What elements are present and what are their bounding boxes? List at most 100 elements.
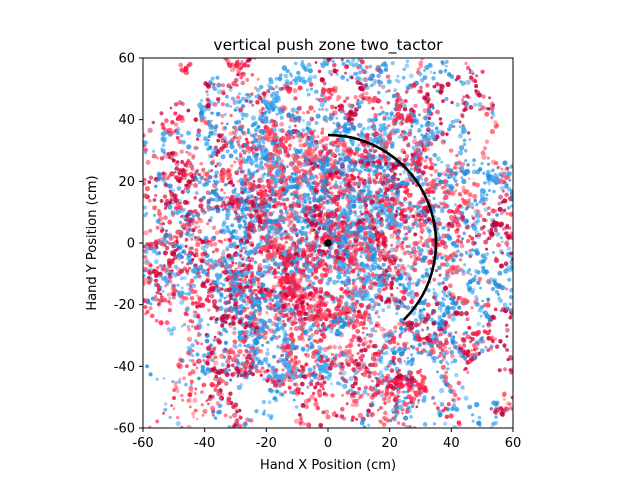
data-point — [475, 209, 481, 215]
data-point — [167, 127, 173, 133]
data-point — [207, 308, 211, 312]
data-point — [339, 157, 343, 161]
data-point — [183, 276, 187, 280]
data-point — [188, 358, 192, 362]
data-point — [244, 99, 249, 103]
data-point — [432, 196, 436, 201]
data-point — [364, 288, 368, 292]
data-point — [171, 328, 174, 332]
data-point — [485, 169, 491, 175]
data-point — [321, 387, 325, 391]
data-point — [170, 287, 174, 291]
data-point — [389, 111, 394, 116]
data-point — [211, 84, 216, 89]
data-point — [275, 120, 278, 124]
data-point — [493, 307, 498, 312]
data-point — [450, 316, 456, 322]
data-point — [318, 307, 323, 313]
data-point — [443, 69, 447, 74]
data-point — [436, 221, 443, 227]
data-point — [338, 371, 343, 376]
data-point — [472, 343, 477, 348]
data-point — [417, 221, 424, 228]
data-point — [336, 69, 339, 72]
data-point — [293, 226, 297, 230]
data-point — [440, 60, 445, 64]
data-point — [348, 61, 354, 67]
data-point — [206, 345, 212, 351]
data-point — [356, 269, 362, 275]
data-point — [161, 125, 166, 131]
data-point — [416, 401, 420, 405]
data-point — [420, 170, 426, 176]
data-point — [228, 368, 231, 372]
data-point — [423, 180, 428, 185]
data-point — [407, 131, 413, 137]
data-point — [189, 296, 195, 301]
data-point — [302, 79, 307, 84]
data-point — [509, 231, 513, 236]
data-point — [331, 110, 335, 114]
data-point — [461, 269, 466, 273]
data-point — [456, 249, 460, 254]
data-point — [267, 363, 271, 366]
data-point — [290, 211, 294, 215]
data-point — [424, 177, 429, 182]
data-point — [422, 242, 426, 246]
data-point — [332, 121, 336, 125]
data-point — [238, 165, 243, 170]
data-point — [266, 348, 270, 351]
data-point — [199, 98, 204, 103]
data-point — [250, 115, 257, 121]
data-point — [224, 202, 229, 207]
data-point — [333, 229, 337, 232]
data-point — [300, 220, 304, 224]
data-point — [390, 243, 394, 247]
data-point — [246, 306, 250, 310]
data-point — [279, 115, 284, 120]
data-point — [232, 422, 238, 428]
data-point — [477, 276, 483, 282]
data-point — [376, 287, 382, 293]
data-point — [336, 312, 340, 315]
data-point — [250, 72, 255, 77]
data-point — [318, 172, 322, 176]
data-point — [273, 275, 278, 280]
data-point — [386, 277, 390, 281]
data-point — [356, 352, 359, 356]
data-point — [357, 63, 363, 69]
data-point — [390, 192, 395, 196]
data-point — [203, 372, 207, 376]
data-point — [363, 385, 369, 390]
data-point — [310, 333, 315, 337]
data-point — [261, 343, 264, 347]
data-point — [418, 252, 423, 257]
data-point — [143, 277, 148, 283]
data-point — [267, 400, 272, 405]
data-point — [361, 326, 366, 330]
data-point — [271, 123, 276, 128]
data-point — [285, 68, 290, 74]
data-point — [366, 151, 371, 156]
data-point — [472, 158, 477, 163]
data-point — [339, 280, 343, 284]
data-point — [206, 323, 210, 327]
data-point — [174, 161, 180, 167]
data-point — [239, 62, 243, 65]
data-point — [370, 278, 373, 282]
data-point — [340, 58, 344, 62]
data-point — [437, 305, 443, 311]
data-point — [254, 245, 259, 251]
data-point — [234, 407, 238, 412]
data-point — [317, 69, 322, 74]
data-point — [220, 114, 225, 119]
data-point — [395, 244, 400, 249]
data-point — [202, 171, 208, 177]
data-point — [167, 264, 171, 268]
data-point — [369, 394, 375, 400]
data-point — [357, 337, 361, 340]
data-point — [280, 392, 285, 397]
data-point — [185, 169, 188, 173]
data-point — [180, 425, 184, 428]
data-point — [302, 230, 308, 236]
